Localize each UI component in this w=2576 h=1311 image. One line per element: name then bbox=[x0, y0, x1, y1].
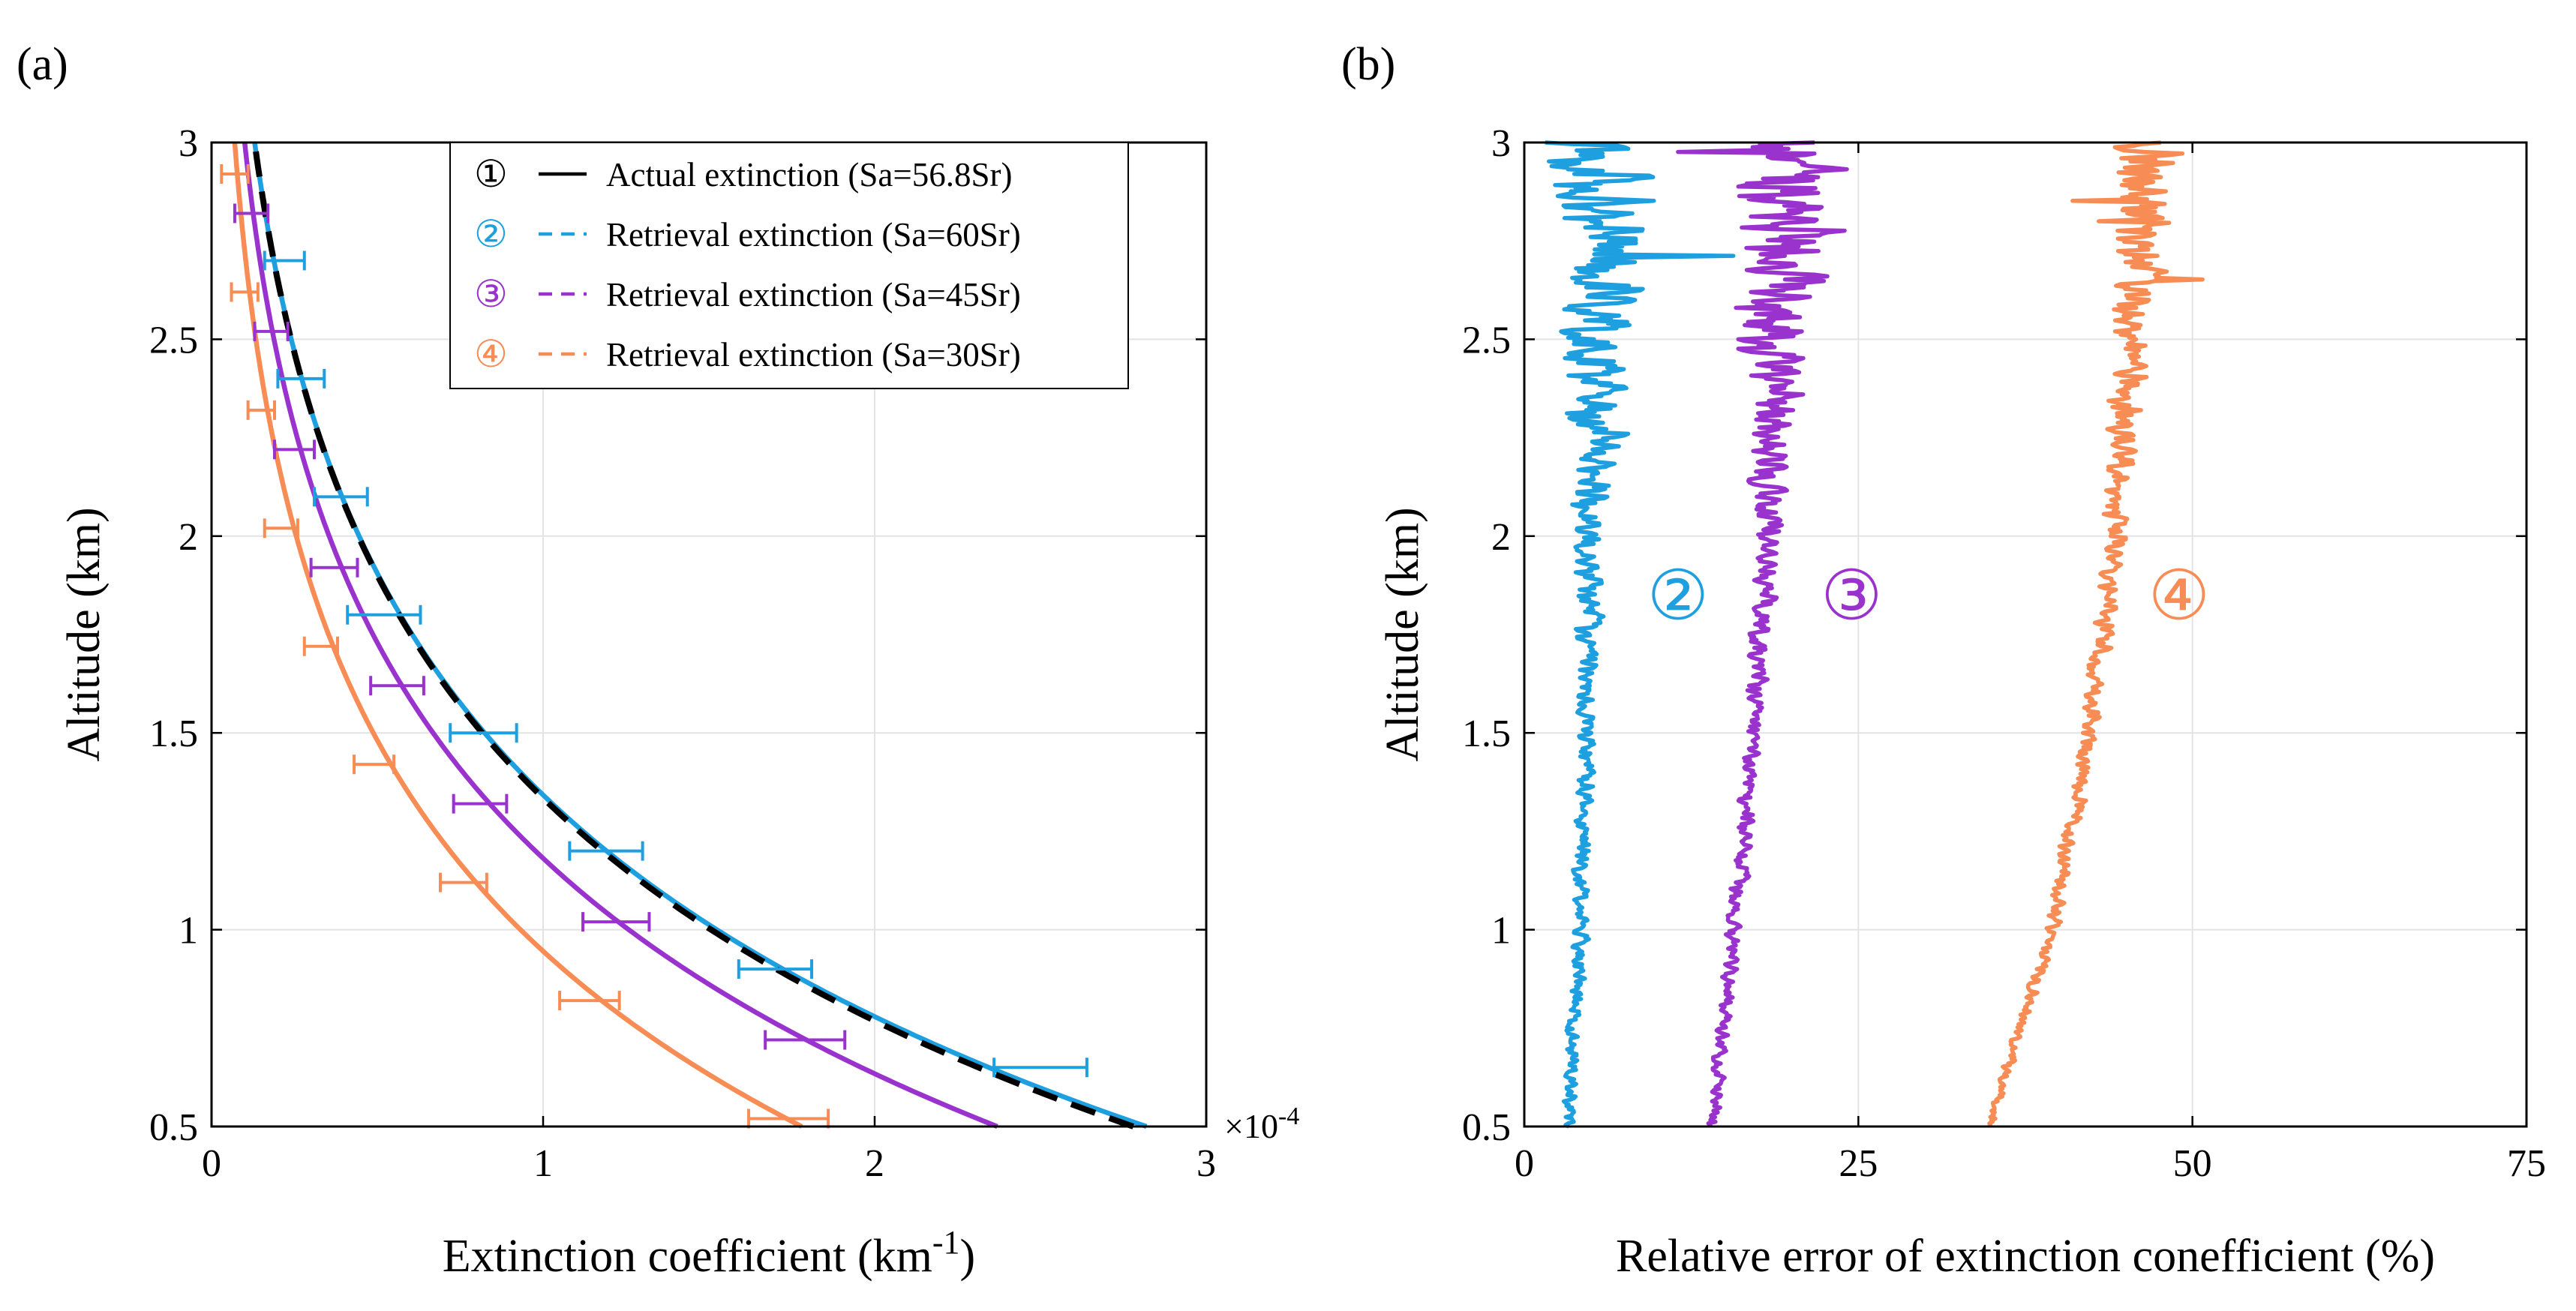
chart-a-ticks: 0 1 2 3 0.5 1 1.5 2 2.5 3 bbox=[149, 122, 1216, 1185]
error-bar bbox=[558, 991, 621, 1011]
chart-a-ytick-label: 2 bbox=[179, 516, 198, 559]
legend-marker: ① bbox=[474, 153, 508, 195]
chart-b-xtick-label: 75 bbox=[2507, 1142, 2546, 1185]
series-line-sa30 bbox=[232, 142, 803, 1129]
chart-b-ytick-label: 2 bbox=[1491, 516, 1511, 559]
error-bar bbox=[276, 368, 326, 388]
chart-a-legend: ① Actual extinction (Sa=56.8Sr) ② Retrieval… bbox=[449, 142, 1129, 389]
error-bar bbox=[263, 518, 299, 538]
error-bar bbox=[302, 636, 339, 656]
chart-b-ytick-label: 2.5 bbox=[1462, 319, 1511, 362]
error-bar bbox=[449, 723, 518, 743]
error-bar bbox=[309, 557, 359, 578]
error-bar bbox=[346, 604, 422, 625]
chart-a-xtick-label: 2 bbox=[865, 1142, 884, 1185]
series-line-actual bbox=[251, 142, 1135, 1130]
chart-b-ytick-label: 1 bbox=[1491, 910, 1511, 952]
error-bar bbox=[452, 794, 509, 814]
chart-a-xtick-label: 1 bbox=[533, 1142, 553, 1185]
error-bar bbox=[272, 440, 317, 460]
legend-label: Retrieval extinction (Sa=60Sr) bbox=[606, 216, 1021, 254]
chart-a-error-bars bbox=[220, 164, 1088, 1129]
chart-a-ylabel: Altitude (km) bbox=[59, 507, 110, 761]
chart-b-xtick-label: 0 bbox=[1515, 1142, 1534, 1185]
legend-marker: ③ bbox=[474, 273, 508, 315]
error-bar bbox=[747, 1108, 830, 1129]
chart-a-ytick-label: 0.5 bbox=[149, 1106, 198, 1149]
series-line-sa45 bbox=[242, 142, 998, 1130]
panel-a-label: (a) bbox=[17, 39, 68, 90]
error-bar bbox=[220, 164, 250, 184]
chart-b-ytick-label: 3 bbox=[1491, 122, 1511, 165]
chart-a-exponent: ×10-4 bbox=[1224, 1102, 1299, 1145]
error-bar bbox=[764, 1030, 847, 1050]
legend-marker: ④ bbox=[474, 333, 508, 375]
legend-label: Retrieval extinction (Sa=30Sr) bbox=[606, 336, 1021, 374]
chart-b-xtick-label: 50 bbox=[2173, 1142, 2212, 1185]
error-bar bbox=[568, 841, 644, 861]
series-line-sa30 bbox=[1987, 140, 2205, 1127]
series-annotation: ④ bbox=[2148, 558, 2210, 634]
error-bar bbox=[230, 282, 260, 302]
legend-marker: ② bbox=[474, 213, 508, 255]
chart-b-ytick-label: 1.5 bbox=[1462, 712, 1511, 755]
chart-b: 0 25 50 75 0.5 1 1.5 2 2.5 3 ② ③ ④ Relative error o… bbox=[1377, 122, 2546, 1282]
error-bar bbox=[737, 959, 814, 980]
series-line-sa45 bbox=[1676, 140, 1849, 1127]
chart-a-ytick-label: 1.5 bbox=[149, 712, 198, 755]
error-bar bbox=[313, 487, 369, 507]
chart-b-annotations: ② ③ ④ bbox=[1647, 558, 2210, 634]
legend-label: Retrieval extinction (Sa=45Sr) bbox=[606, 276, 1021, 314]
chart-a: 0 1 2 3 0.5 1 1.5 2 2.5 3 ×10-4 Extinction coeffi… bbox=[59, 122, 1299, 1282]
error-bar bbox=[369, 676, 425, 696]
series-annotation: ② bbox=[1647, 558, 1709, 634]
chart-b-xtick-label: 25 bbox=[1839, 1142, 1878, 1185]
legend-box bbox=[449, 142, 1129, 389]
error-bar bbox=[992, 1058, 1088, 1078]
chart-b-frame bbox=[1523, 141, 2528, 1128]
chart-b-ytick-label: 0.5 bbox=[1462, 1106, 1511, 1149]
chart-a-xlabel: Extinction coefficient (km-1) bbox=[443, 1224, 975, 1282]
chart-b-grid bbox=[1524, 142, 2527, 1127]
error-bar bbox=[263, 250, 306, 271]
chart-b-xlabel: Relative error of extinction conefficien… bbox=[1616, 1231, 2435, 1282]
error-bar bbox=[253, 321, 290, 341]
legend-label: Actual extinction (Sa=56.8Sr) bbox=[606, 156, 1013, 194]
error-bar bbox=[233, 203, 270, 224]
chart-a-ytick-label: 3 bbox=[179, 122, 198, 165]
chart-a-series bbox=[232, 142, 1148, 1130]
error-bar bbox=[246, 400, 276, 420]
chart-a-ytick-label: 2.5 bbox=[149, 319, 198, 362]
error-bar bbox=[581, 912, 651, 932]
chart-b-ticks: 0 25 50 75 0.5 1 1.5 2 2.5 3 bbox=[1462, 122, 2546, 1185]
error-bar bbox=[438, 872, 488, 892]
series-annotation: ③ bbox=[1821, 558, 1882, 634]
chart-a-xtick-label: 0 bbox=[202, 1142, 221, 1185]
series-line-sa60 bbox=[1545, 140, 1736, 1129]
chart-b-series bbox=[1545, 140, 2205, 1129]
error-bar bbox=[353, 754, 396, 775]
chart-b-ylabel: Altitude (km) bbox=[1377, 507, 1428, 761]
series-line-sa60 bbox=[252, 142, 1148, 1130]
chart-a-xtick-label: 3 bbox=[1196, 1142, 1216, 1185]
panel-b-label: (b) bbox=[1341, 39, 1395, 90]
chart-a-ytick-label: 1 bbox=[179, 910, 198, 952]
